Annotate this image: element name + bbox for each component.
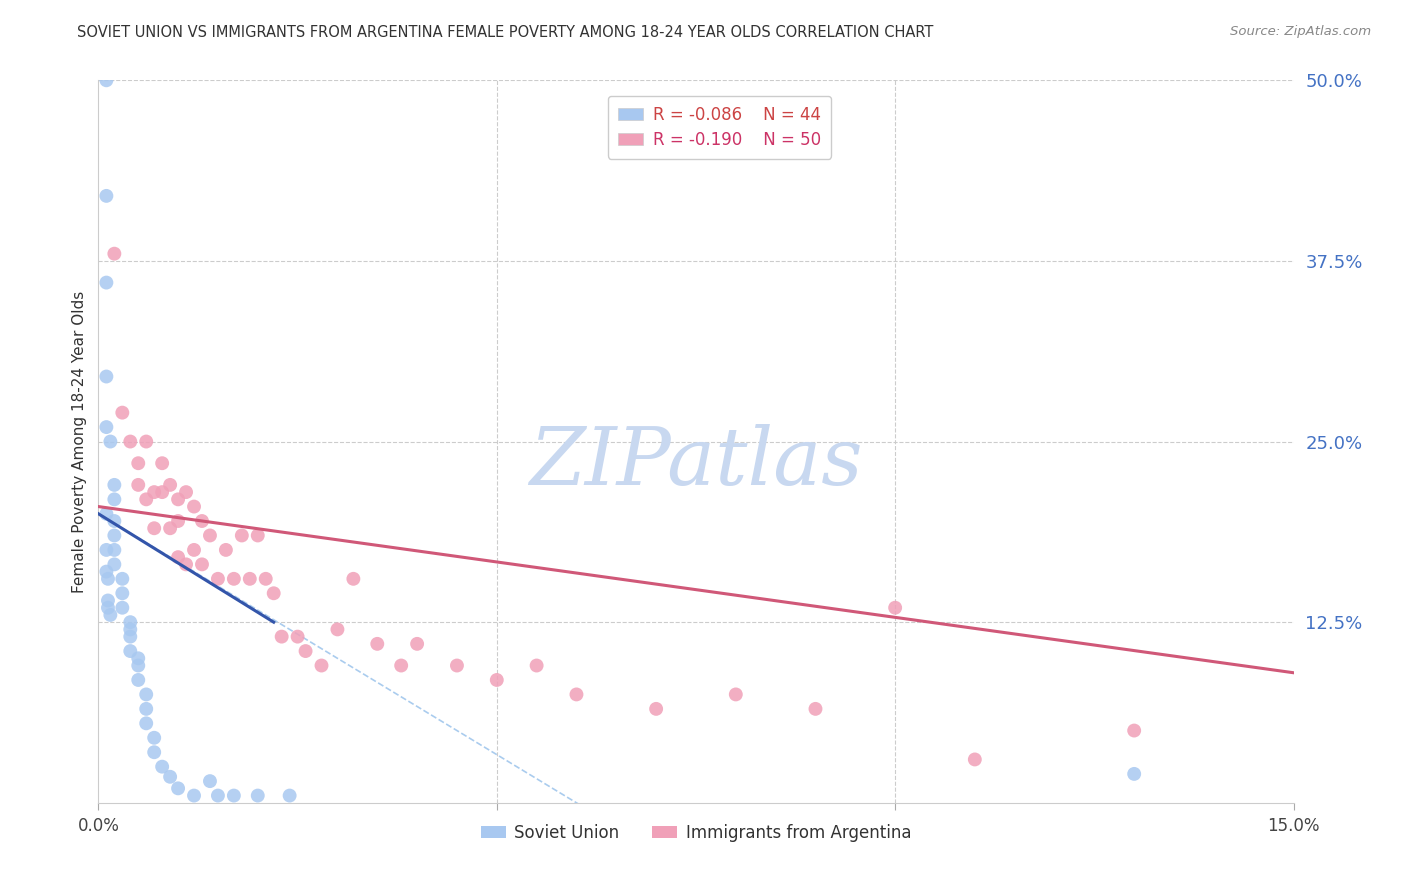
Point xyxy=(1123,723,1146,738)
Point xyxy=(174,485,197,500)
Point xyxy=(135,687,157,701)
Point xyxy=(1123,767,1146,781)
Point xyxy=(159,521,181,535)
Point xyxy=(963,752,986,766)
Point xyxy=(278,789,301,803)
Point xyxy=(98,607,122,622)
Point xyxy=(294,644,316,658)
Point xyxy=(120,623,142,637)
Point xyxy=(96,73,118,87)
Point xyxy=(198,528,221,542)
Point xyxy=(183,542,205,557)
Point xyxy=(143,521,166,535)
Point xyxy=(167,781,190,796)
Point xyxy=(231,528,253,542)
Point xyxy=(111,600,134,615)
Point xyxy=(342,572,364,586)
Point xyxy=(111,572,134,586)
Point xyxy=(167,514,190,528)
Point xyxy=(270,630,292,644)
Point xyxy=(183,500,205,514)
Point xyxy=(222,789,245,803)
Point xyxy=(150,760,173,774)
Point xyxy=(159,478,181,492)
Point xyxy=(127,478,149,492)
Point xyxy=(215,542,238,557)
Point xyxy=(127,651,149,665)
Y-axis label: Female Poverty Among 18-24 Year Olds: Female Poverty Among 18-24 Year Olds xyxy=(72,291,87,592)
Point xyxy=(120,434,142,449)
Point xyxy=(96,369,118,384)
Point xyxy=(159,770,181,784)
Point xyxy=(143,485,166,500)
Point xyxy=(191,558,214,572)
Point xyxy=(884,600,907,615)
Point xyxy=(724,687,747,701)
Point xyxy=(311,658,333,673)
Point xyxy=(127,673,149,687)
Point xyxy=(207,789,229,803)
Point xyxy=(191,514,214,528)
Point xyxy=(96,542,118,557)
Point xyxy=(127,456,149,470)
Point xyxy=(96,507,118,521)
Point xyxy=(389,658,412,673)
Point xyxy=(98,434,122,449)
Point xyxy=(96,420,118,434)
Point xyxy=(96,189,118,203)
Point xyxy=(96,276,118,290)
Point xyxy=(103,246,125,260)
Point xyxy=(167,550,190,565)
Point xyxy=(222,572,245,586)
Point xyxy=(174,558,197,572)
Point xyxy=(143,745,166,759)
Point xyxy=(526,658,548,673)
Point xyxy=(150,456,173,470)
Point xyxy=(143,731,166,745)
Point xyxy=(645,702,668,716)
Point xyxy=(565,687,588,701)
Point xyxy=(120,615,142,630)
Point xyxy=(135,434,157,449)
Point xyxy=(111,586,134,600)
Point xyxy=(326,623,349,637)
Point xyxy=(103,492,125,507)
Point xyxy=(198,774,221,789)
Point xyxy=(287,630,309,644)
Text: ZIPatlas: ZIPatlas xyxy=(529,425,863,502)
Text: Source: ZipAtlas.com: Source: ZipAtlas.com xyxy=(1230,25,1371,38)
Point xyxy=(97,600,120,615)
Point xyxy=(150,485,173,500)
Point xyxy=(111,406,134,420)
Point xyxy=(167,492,190,507)
Point xyxy=(135,716,157,731)
Point xyxy=(103,528,125,542)
Point xyxy=(485,673,508,687)
Point xyxy=(96,565,118,579)
Point xyxy=(183,789,205,803)
Point xyxy=(263,586,285,600)
Point xyxy=(97,572,120,586)
Point xyxy=(103,542,125,557)
Point xyxy=(97,593,120,607)
Point xyxy=(804,702,827,716)
Point xyxy=(135,492,157,507)
Point xyxy=(406,637,429,651)
Point xyxy=(103,478,125,492)
Point xyxy=(120,644,142,658)
Text: SOVIET UNION VS IMMIGRANTS FROM ARGENTINA FEMALE POVERTY AMONG 18-24 YEAR OLDS C: SOVIET UNION VS IMMIGRANTS FROM ARGENTIN… xyxy=(77,25,934,40)
Point xyxy=(254,572,277,586)
Point xyxy=(239,572,262,586)
Point xyxy=(103,514,125,528)
Point xyxy=(135,702,157,716)
Point xyxy=(120,630,142,644)
Point xyxy=(366,637,388,651)
Point xyxy=(446,658,468,673)
Legend: Soviet Union, Immigrants from Argentina: Soviet Union, Immigrants from Argentina xyxy=(474,817,918,848)
Point xyxy=(246,789,269,803)
Point xyxy=(127,658,149,673)
Point xyxy=(246,528,269,542)
Point xyxy=(207,572,229,586)
Point xyxy=(103,558,125,572)
